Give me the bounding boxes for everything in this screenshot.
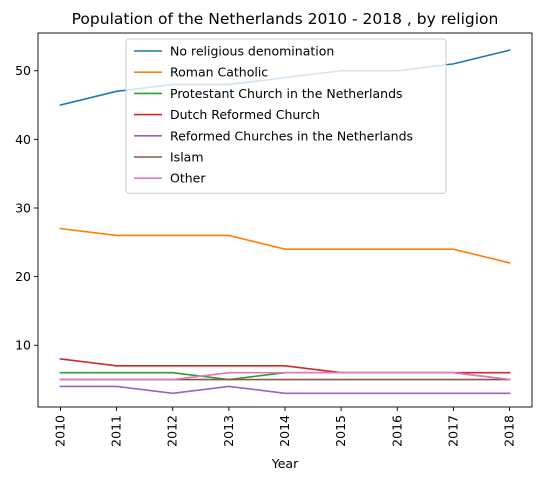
legend-label: Islam [170,150,204,165]
legend-label: Protestant Church in the Netherlands [170,86,403,101]
y-tick-label: 30 [15,200,31,215]
series-line-reformed-churches-in-the-netherlands [59,385,511,395]
y-tick-label: 10 [15,338,31,353]
legend-label: Other [170,171,206,186]
x-tick-label: 2017 [445,415,460,447]
legend-label: Roman Catholic [170,65,268,80]
series-line-roman-catholic [59,227,511,264]
x-tick-label: 2011 [109,415,124,447]
legend-label: Dutch Reformed Church [170,107,320,122]
x-tick-label: 2012 [165,415,180,447]
chart-title: Population of the Netherlands 2010 - 201… [72,10,499,28]
x-axis-label: Year [271,456,299,471]
x-tick-label: 2018 [502,415,517,447]
x-tick-label: 2015 [333,415,348,447]
legend-box [125,38,447,194]
x-tick-label: 2010 [52,415,67,447]
y-tick-label: 40 [15,132,31,147]
series-line-dutch-reformed-church [59,358,511,374]
legend-label: No religious denomination [170,44,334,59]
series-line-protestant-church-in-the-netherlands [59,371,511,381]
y-tick-label: 20 [15,269,31,284]
y-tick-label: 50 [15,63,31,78]
x-tick-label: 2016 [389,415,404,447]
x-tick-label: 2014 [277,415,292,447]
series-line-other [59,371,511,381]
legend-label: Reformed Churches in the Netherlands [170,128,413,143]
x-tick-label: 2013 [221,415,236,447]
